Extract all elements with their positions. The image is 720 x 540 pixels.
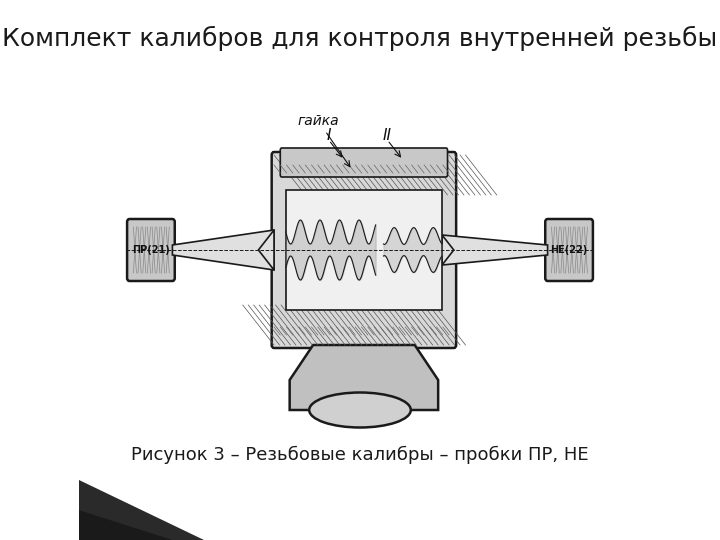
FancyBboxPatch shape: [127, 219, 175, 281]
FancyBboxPatch shape: [545, 219, 593, 281]
Text: Комплект калибров для контроля внутренней резьбы: Комплект калибров для контроля внутренне…: [2, 25, 718, 51]
Polygon shape: [78, 510, 172, 540]
Polygon shape: [78, 480, 204, 540]
Polygon shape: [442, 235, 548, 265]
Text: НЕ(22): НЕ(22): [551, 245, 588, 255]
Text: II: II: [383, 127, 392, 143]
Text: Рисунок 3 – Резьбовые калибры – пробки ПР, НЕ: Рисунок 3 – Резьбовые калибры – пробки П…: [131, 446, 589, 464]
Ellipse shape: [309, 393, 411, 428]
Bar: [286, 190, 442, 310]
Polygon shape: [289, 345, 438, 410]
Polygon shape: [172, 230, 274, 270]
Polygon shape: [442, 235, 454, 265]
Text: гайка: гайка: [297, 114, 350, 167]
Text: I: I: [326, 127, 331, 143]
Text: ПР(21): ПР(21): [132, 245, 170, 255]
FancyBboxPatch shape: [271, 152, 456, 348]
Polygon shape: [258, 230, 274, 270]
FancyBboxPatch shape: [280, 148, 448, 177]
